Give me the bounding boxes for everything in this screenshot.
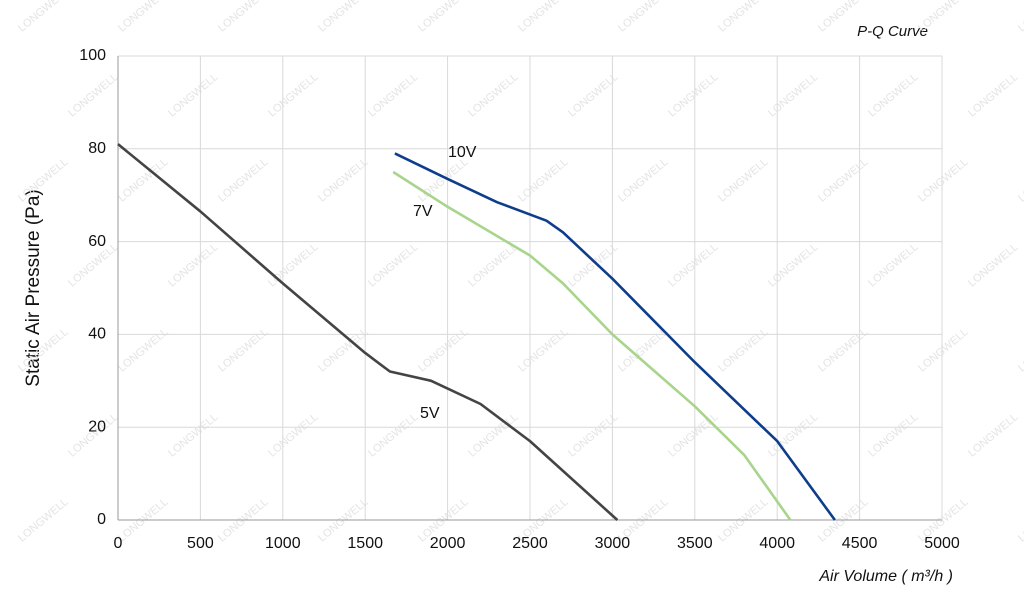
watermark: LONGWELL: [766, 241, 821, 289]
watermark: LONGWELL: [766, 411, 821, 459]
x-tick-label: 2000: [430, 535, 466, 552]
watermark: LONGWELL: [1016, 496, 1024, 544]
x-tick-label: 0: [114, 535, 123, 552]
watermark: LONGWELL: [866, 71, 921, 119]
watermark: LONGWELL: [116, 0, 171, 35]
watermark: LONGWELL: [966, 241, 1021, 289]
x-axis-label: Air Volume ( m³/h ): [818, 568, 953, 585]
watermark: LONGWELL: [316, 0, 371, 35]
line: [392, 170, 792, 521]
watermark: LONGWELL: [366, 411, 421, 459]
y-tick-label: 60: [88, 233, 106, 250]
watermark: LONGWELL: [416, 0, 471, 35]
watermark: LONGWELL: [766, 71, 821, 119]
watermark: LONGWELL: [266, 241, 321, 289]
watermark: LONGWELL: [216, 0, 271, 35]
watermark: LONGWELL: [966, 71, 1021, 119]
watermark: LONGWELL: [516, 326, 571, 374]
watermark: LONGWELL: [966, 411, 1021, 459]
watermark: LONGWELL: [266, 411, 321, 459]
watermark: LONGWELL: [416, 326, 471, 374]
watermark: LONGWELL: [166, 241, 221, 289]
watermark: LONGWELL: [116, 326, 171, 374]
x-tick-label: 3000: [595, 535, 631, 552]
line: [394, 152, 836, 521]
x-tick-label: 1500: [347, 535, 383, 552]
watermark: LONGWELL: [616, 326, 671, 374]
watermark: LONGWELL: [1016, 156, 1024, 204]
watermark: LONGWELL: [866, 241, 921, 289]
x-tick-label: 3500: [677, 535, 713, 552]
watermark: LONGWELL: [516, 156, 571, 204]
watermark: LONGWELL: [916, 0, 971, 35]
x-tick-label: 4000: [759, 535, 795, 552]
watermark: LONGWELL: [166, 71, 221, 119]
watermark: LONGWELL: [866, 411, 921, 459]
series-label: 7V: [413, 203, 433, 220]
y-tick-label: 0: [97, 511, 106, 528]
chart-title: P-Q Curve: [857, 23, 928, 40]
watermark: LONGWELL: [466, 241, 521, 289]
watermark: LONGWELL: [166, 411, 221, 459]
watermark: LONGWELL: [66, 71, 121, 119]
x-tick-label: 4500: [842, 535, 878, 552]
watermark: LONGWELL: [816, 156, 871, 204]
watermark: LONGWELL: [1016, 326, 1024, 374]
x-tick-label: 5000: [924, 535, 960, 552]
watermark: LONGWELL: [16, 0, 71, 35]
watermark: LONGWELL: [16, 496, 71, 544]
watermark: LONGWELL: [666, 411, 721, 459]
watermark: LONGWELL: [416, 156, 471, 204]
watermark: LONGWELL: [466, 71, 521, 119]
y-tick-label: 20: [88, 418, 106, 435]
watermark: LONGWELL: [266, 71, 321, 119]
watermark: LONGWELL: [716, 156, 771, 204]
watermark: LONGWELL: [216, 156, 271, 204]
series-label: 10V: [448, 144, 477, 161]
x-tick-label: 1000: [265, 535, 301, 552]
watermark: LONGWELL: [816, 326, 871, 374]
series-label: 5V: [420, 405, 440, 422]
watermark: LONGWELL: [666, 71, 721, 119]
x-tick-label: 2500: [512, 535, 548, 552]
watermark: LONGWELL: [216, 326, 271, 374]
watermark: LONGWELL: [1016, 0, 1024, 35]
y-tick-label: 100: [79, 47, 106, 64]
watermark: LONGWELL: [666, 241, 721, 289]
watermark: LONGWELL: [616, 156, 671, 204]
watermark: LONGWELL: [516, 0, 571, 35]
x-tick-label: 500: [187, 535, 214, 552]
watermark: LONGWELL: [716, 0, 771, 35]
line: [117, 143, 619, 521]
y-tick-label: 40: [88, 326, 106, 343]
watermark: LONGWELL: [366, 241, 421, 289]
y-axis-label: Static Air Pressure (Pa): [23, 189, 44, 386]
watermark: LONGWELL: [316, 156, 371, 204]
y-tick-label: 80: [88, 140, 106, 157]
watermark: LONGWELL: [916, 156, 971, 204]
watermark: LONGWELL: [366, 71, 421, 119]
watermark: LONGWELL: [466, 411, 521, 459]
watermark: LONGWELL: [616, 0, 671, 35]
watermark: LONGWELL: [916, 326, 971, 374]
watermarks: LONGWELL LONGWELL LONGWELL LONGWELL LONGWELL…: [16, 0, 1024, 545]
watermark: LONGWELL: [716, 326, 771, 374]
